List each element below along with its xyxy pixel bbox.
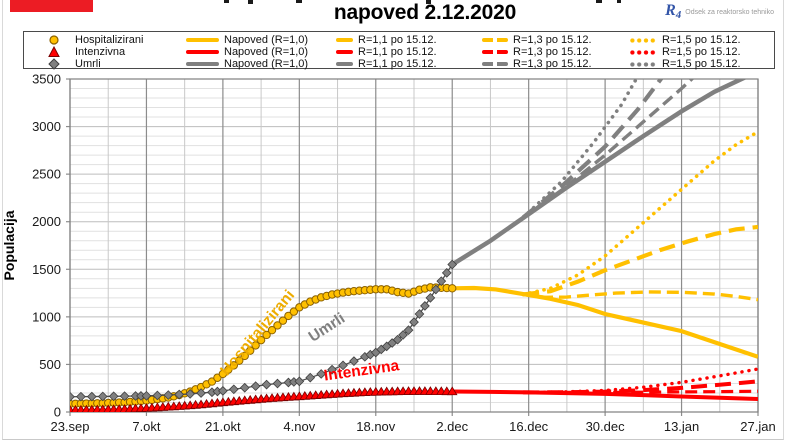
legend-series-label: Umrli bbox=[75, 57, 101, 70]
legend-col-label: Napoved (R=1,0) bbox=[224, 33, 309, 46]
svg-text:Hospitalizirani: Hospitalizirani bbox=[217, 287, 298, 379]
svg-text:13.jan: 13.jan bbox=[664, 419, 699, 434]
chart-title: napoved 2.12.2020 bbox=[333, 1, 517, 24]
svg-text:500: 500 bbox=[39, 357, 61, 372]
legend-col-label: R=1,3 po 15.12. bbox=[513, 45, 592, 58]
solid-line-swatch bbox=[186, 38, 219, 42]
svg-text:Populacija: Populacija bbox=[1, 210, 17, 280]
chart-legend: Hospitalizirani Napoved (R=1,0) R=1,1 po… bbox=[23, 31, 775, 70]
dotted-line-swatch bbox=[630, 61, 657, 67]
svg-text:1500: 1500 bbox=[32, 262, 61, 277]
svg-text:16.dec: 16.dec bbox=[509, 419, 549, 434]
legend-row-umrli: Umrli Napoved (R=1,0) R=1,1 po 15.12. R=… bbox=[24, 58, 774, 70]
dotted-line-swatch bbox=[630, 37, 657, 43]
top-red-bar bbox=[10, 0, 93, 12]
clipped-title-fragment bbox=[596, 0, 602, 3]
legend-col-label: Napoved (R=1,0) bbox=[224, 45, 309, 58]
svg-text:2000: 2000 bbox=[32, 214, 61, 229]
dash-line-swatch bbox=[336, 38, 353, 42]
legend-col-label: R=1,1 po 15.12. bbox=[358, 33, 437, 46]
logo-division-label: Odsek za reaktorsko tehniko bbox=[685, 9, 774, 16]
legend-col-label: R=1,5 po 15.12. bbox=[662, 45, 741, 58]
svg-text:4.nov: 4.nov bbox=[283, 419, 315, 434]
legend-series-label: Intenzivna bbox=[75, 45, 126, 58]
svg-text:1000: 1000 bbox=[32, 309, 61, 324]
legend-series-label: Hospitalizirani bbox=[75, 33, 144, 46]
clipped-title-fragment bbox=[296, 0, 302, 3]
longdash-line-swatch bbox=[482, 50, 508, 54]
svg-text:3000: 3000 bbox=[32, 119, 61, 134]
clipped-title-fragment bbox=[617, 0, 621, 3]
svg-text:Umrli: Umrli bbox=[306, 310, 348, 346]
dash-line-swatch bbox=[336, 62, 353, 66]
legend-row-intenzivna: Intenzivna Napoved (R=1,0) R=1,1 po 15.1… bbox=[24, 46, 774, 58]
diamond-marker-icon bbox=[48, 58, 60, 70]
legend-col-label: Napoved (R=1,0) bbox=[224, 57, 309, 70]
solid-line-swatch bbox=[186, 50, 219, 54]
clipped-title-fragment bbox=[224, 0, 229, 3]
legend-col-label: R=1,1 po 15.12. bbox=[358, 57, 437, 70]
svg-text:27.jan: 27.jan bbox=[740, 419, 775, 434]
triangle-marker-icon bbox=[48, 46, 60, 57]
legend-col-label: R=1,3 po 15.12. bbox=[513, 33, 592, 46]
svg-text:Intenzivna: Intenzivna bbox=[323, 357, 401, 384]
clipped-title-fragment bbox=[426, 0, 431, 4]
svg-text:3500: 3500 bbox=[32, 72, 61, 87]
longdash-line-swatch bbox=[482, 38, 508, 42]
legend-col-label: R=1,5 po 15.12. bbox=[662, 33, 741, 46]
svg-text:23.sep: 23.sep bbox=[50, 419, 89, 434]
solid-line-swatch bbox=[186, 62, 219, 66]
longdash-line-swatch bbox=[482, 62, 508, 66]
svg-text:7.okt: 7.okt bbox=[132, 419, 161, 434]
logo-r4: R4 Odsek za reaktorsko tehniko bbox=[665, 3, 774, 21]
legend-col-label: R=1,3 po 15.12. bbox=[513, 57, 592, 70]
clipped-title-fragment bbox=[248, 0, 253, 4]
svg-text:18.nov: 18.nov bbox=[356, 419, 396, 434]
legend-row-hospitalizirani: Hospitalizirani Napoved (R=1,0) R=1,1 po… bbox=[24, 34, 774, 46]
dotted-line-swatch bbox=[630, 49, 657, 55]
svg-text:21.okt: 21.okt bbox=[205, 419, 241, 434]
circle-marker-icon bbox=[49, 35, 59, 45]
svg-text:2500: 2500 bbox=[32, 167, 61, 182]
dash-line-swatch bbox=[336, 50, 353, 54]
legend-col-label: R=1,1 po 15.12. bbox=[358, 45, 437, 58]
logo-mark: R4 bbox=[665, 2, 682, 21]
svg-text:2.dec: 2.dec bbox=[436, 419, 468, 434]
svg-text:0: 0 bbox=[54, 405, 61, 420]
legend-col-label: R=1,5 po 15.12. bbox=[662, 57, 741, 70]
svg-text:30.dec: 30.dec bbox=[586, 419, 626, 434]
